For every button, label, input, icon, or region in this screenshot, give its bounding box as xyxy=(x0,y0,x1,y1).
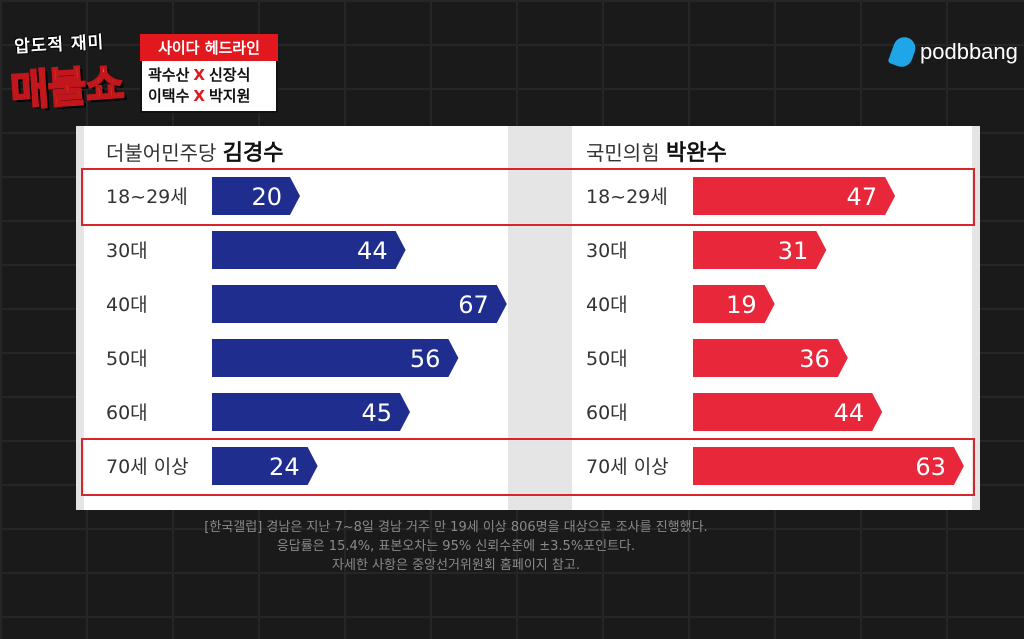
headline-line-2: 이택수 X 박지원 xyxy=(148,86,270,107)
headline-body: 곽수산 X 신장식 이택수 X 박지원 xyxy=(140,61,278,113)
survey-caption: [한국갤럽] 경남은 지난 7~8일 경남 거주 만 19세 이상 806명을 … xyxy=(0,518,912,575)
bar xyxy=(693,393,883,431)
category-label: 30대 xyxy=(586,240,628,262)
bar-value-label: 31 xyxy=(778,237,809,265)
podbbang-brand: podbbang xyxy=(887,34,1018,70)
headline-name: 이택수 xyxy=(148,87,190,105)
bar-value-label: 56 xyxy=(410,345,441,373)
podbbang-icon xyxy=(887,34,919,70)
bar xyxy=(212,339,459,377)
bar xyxy=(693,339,848,377)
caption-line: 자세한 사항은 중앙선거위원회 홈페이지 참고. xyxy=(332,558,580,573)
bar xyxy=(212,177,300,215)
bar xyxy=(693,447,964,485)
bar-value-label: 45 xyxy=(361,399,392,427)
highlight-box xyxy=(81,438,975,496)
category-label: 18~29세 xyxy=(586,186,668,208)
bar xyxy=(693,177,896,215)
series-party-label: 국민의힘 박완수 xyxy=(586,141,727,166)
headline-box: 사이다 헤드라인 곽수산 X 신장식 이택수 X 박지원 xyxy=(140,34,278,113)
bar-value-label: 47 xyxy=(847,183,878,211)
logo-main-text: 매불쇼 xyxy=(8,58,126,117)
category-label: 70세 이상 xyxy=(586,456,669,478)
bar-value-label: 20 xyxy=(251,183,282,211)
bar-value-label: 44 xyxy=(834,399,865,427)
category-label: 18~29세 xyxy=(106,186,188,208)
headline-tag: 사이다 헤드라인 xyxy=(140,34,278,61)
category-label: 70세 이상 xyxy=(106,456,189,478)
show-logo: 압도적 재미 매불쇼 xyxy=(8,30,158,117)
headline-x: X xyxy=(193,66,205,84)
bar-value-label: 36 xyxy=(799,345,830,373)
series-name: 박완수 xyxy=(666,141,727,166)
highlight-box xyxy=(81,168,975,226)
bar-value-label: 44 xyxy=(357,237,388,265)
bar-value-label: 24 xyxy=(269,453,300,481)
headline-line-1: 곽수산 X 신장식 xyxy=(148,65,270,86)
comparison-bar-chart: 더불어민주당 김경수 18~29세 20 30대 44 40대 67 50대 56 60대 45 70… xyxy=(81,126,975,510)
chart-panel: 더불어민주당 김경수 18~29세 20 30대 44 40대 67 50대 56 60대 45 70… xyxy=(76,126,980,510)
category-label: 60대 xyxy=(586,402,628,424)
bar xyxy=(212,285,507,323)
bar xyxy=(212,393,410,431)
podbbang-wordmark: podbbang xyxy=(920,39,1018,64)
category-label: 50대 xyxy=(586,348,628,370)
category-label: 40대 xyxy=(106,294,148,316)
category-label: 60대 xyxy=(106,402,148,424)
bar xyxy=(212,447,318,485)
bar xyxy=(212,231,406,269)
bar-value-label: 19 xyxy=(726,291,757,319)
bar xyxy=(693,231,827,269)
caption-line: 응답률은 15.4%, 표본오차는 95% 신뢰수준에 ±3.5%포인트다. xyxy=(276,539,636,554)
headline-x: X xyxy=(193,87,205,105)
category-label: 30대 xyxy=(106,240,148,262)
category-label: 50대 xyxy=(106,348,148,370)
headline-name: 박지원 xyxy=(208,87,251,105)
series-name: 김경수 xyxy=(223,141,284,166)
series-party-label: 더불어민주당 김경수 xyxy=(106,141,284,166)
bar-value-label: 67 xyxy=(458,291,489,319)
bar-value-label: 63 xyxy=(915,453,946,481)
headline-name: 신장식 xyxy=(208,66,251,84)
caption-line: [한국갤럽] 경남은 지난 7~8일 경남 거주 만 19세 이상 806명을 … xyxy=(204,520,708,535)
category-label: 40대 xyxy=(586,294,628,316)
headline-name: 곽수산 xyxy=(148,66,190,84)
bar xyxy=(693,285,775,323)
